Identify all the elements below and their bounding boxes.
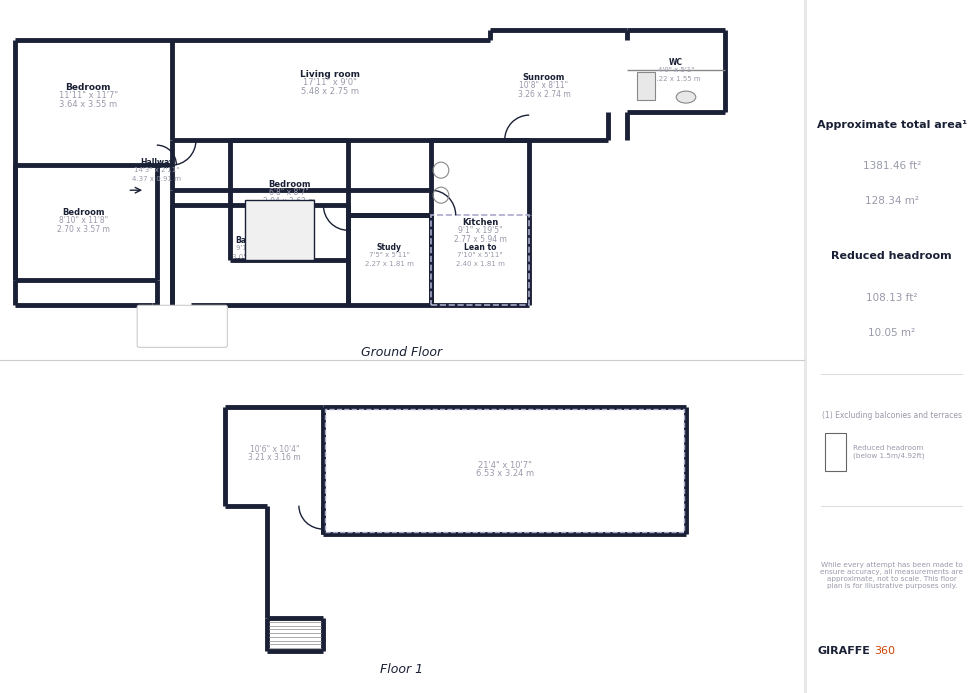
Text: Study: Study xyxy=(376,243,402,252)
Bar xyxy=(15,165,157,280)
FancyBboxPatch shape xyxy=(137,306,227,347)
Bar xyxy=(804,0,808,693)
Text: 3.26 x 2.74 m: 3.26 x 2.74 m xyxy=(517,89,570,98)
Text: 9'1" x 19'5": 9'1" x 19'5" xyxy=(458,226,503,235)
Bar xyxy=(245,200,314,261)
Bar xyxy=(225,407,323,506)
Text: Sunroom: Sunroom xyxy=(522,73,565,82)
Text: Reduced headroom: Reduced headroom xyxy=(831,252,953,261)
Text: 128.34 m²: 128.34 m² xyxy=(864,196,919,206)
Bar xyxy=(172,205,348,306)
Text: Living room: Living room xyxy=(300,69,361,78)
Text: 4'0" x 5'1": 4'0" x 5'1" xyxy=(658,67,695,73)
Text: 4.37 x 0.91 m: 4.37 x 0.91 m xyxy=(132,176,181,182)
Text: 7'10" x 5'11": 7'10" x 5'11" xyxy=(458,252,503,258)
Ellipse shape xyxy=(676,91,696,103)
Text: 7'5" x 5'11": 7'5" x 5'11" xyxy=(368,252,410,258)
Text: Bedroom: Bedroom xyxy=(66,82,111,91)
Text: 1.22 x 1.55 m: 1.22 x 1.55 m xyxy=(652,76,701,82)
Bar xyxy=(431,216,529,306)
Text: 108.13 ft²: 108.13 ft² xyxy=(866,293,917,303)
Text: 14'3" x 2'11": 14'3" x 2'11" xyxy=(134,167,179,173)
Bar xyxy=(267,506,323,618)
Text: 8'10" x 11'8": 8'10" x 11'8" xyxy=(59,216,108,225)
Text: 6.53 x 3.24 m: 6.53 x 3.24 m xyxy=(475,469,534,478)
Text: Bedroom: Bedroom xyxy=(62,208,105,217)
Text: Lean to: Lean to xyxy=(464,243,497,252)
Bar xyxy=(490,40,608,140)
Bar xyxy=(172,40,490,140)
Text: 17'11" x 9'0": 17'11" x 9'0" xyxy=(304,78,357,87)
Text: 21'4" x 10'7": 21'4" x 10'7" xyxy=(478,461,531,470)
Text: 9'11" x 6'9": 9'11" x 6'9" xyxy=(236,245,277,252)
Text: 10'6" x 10'4": 10'6" x 10'4" xyxy=(250,445,299,454)
Text: Bedroom: Bedroom xyxy=(268,179,311,188)
Bar xyxy=(431,140,529,306)
Text: 3.05 x 2.08 m: 3.05 x 2.08 m xyxy=(232,254,281,261)
Text: 360: 360 xyxy=(874,647,895,656)
Text: 6'8" x 8'7": 6'8" x 8'7" xyxy=(270,188,309,197)
Text: 5.48 x 2.75 m: 5.48 x 2.75 m xyxy=(301,87,360,96)
Text: 1381.46 ft²: 1381.46 ft² xyxy=(862,161,921,171)
Text: 2.70 x 3.57 m: 2.70 x 3.57 m xyxy=(57,225,110,234)
Text: 11'11" x 11'7": 11'11" x 11'7" xyxy=(59,91,118,100)
Text: 10.05 m²: 10.05 m² xyxy=(868,328,915,337)
Text: While every attempt has been made to
ensure accuracy, all measurements are
appro: While every attempt has been made to ens… xyxy=(820,562,963,588)
Text: 3.64 x 3.55 m: 3.64 x 3.55 m xyxy=(59,100,118,109)
Bar xyxy=(15,40,171,165)
Text: Floor 1: Floor 1 xyxy=(380,663,423,676)
Text: Hallway: Hallway xyxy=(140,158,173,166)
Text: 10'8" x 8'11": 10'8" x 8'11" xyxy=(519,80,568,89)
Bar xyxy=(152,306,191,331)
Text: 2.77 x 5.94 m: 2.77 x 5.94 m xyxy=(454,235,507,244)
Text: GIRAFFE: GIRAFFE xyxy=(817,647,870,656)
Text: WC: WC xyxy=(669,58,683,67)
Text: Bathroom: Bathroom xyxy=(235,236,278,245)
Text: 3.21 x 3.16 m: 3.21 x 3.16 m xyxy=(248,453,301,462)
Bar xyxy=(431,216,529,306)
Text: Ground Floor: Ground Floor xyxy=(362,346,442,359)
Bar xyxy=(323,407,686,534)
Bar xyxy=(637,72,655,100)
Bar xyxy=(627,40,720,112)
Bar xyxy=(348,216,431,306)
Text: Kitchen: Kitchen xyxy=(463,218,498,227)
Text: Approximate total area¹: Approximate total area¹ xyxy=(816,120,967,130)
Text: 2.27 x 1.81 m: 2.27 x 1.81 m xyxy=(365,261,414,267)
Text: 2.04 x 2.62 m: 2.04 x 2.62 m xyxy=(263,197,316,206)
Text: 0.84 x 3.75 m: 0.84 x 3.75 m xyxy=(158,336,207,342)
Bar xyxy=(230,140,348,261)
Bar xyxy=(325,409,684,532)
Text: (1) Excluding balconies and terraces: (1) Excluding balconies and terraces xyxy=(822,412,961,420)
Bar xyxy=(825,433,846,471)
Text: 2.40 x 1.81 m: 2.40 x 1.81 m xyxy=(456,261,505,267)
Bar xyxy=(172,140,490,190)
Text: 2'9" x 12'3": 2'9" x 12'3" xyxy=(162,327,203,333)
Text: Hallway: Hallway xyxy=(166,318,199,327)
Text: Reduced headroom
(below 1.5m/4.92ft): Reduced headroom (below 1.5m/4.92ft) xyxy=(853,445,924,459)
